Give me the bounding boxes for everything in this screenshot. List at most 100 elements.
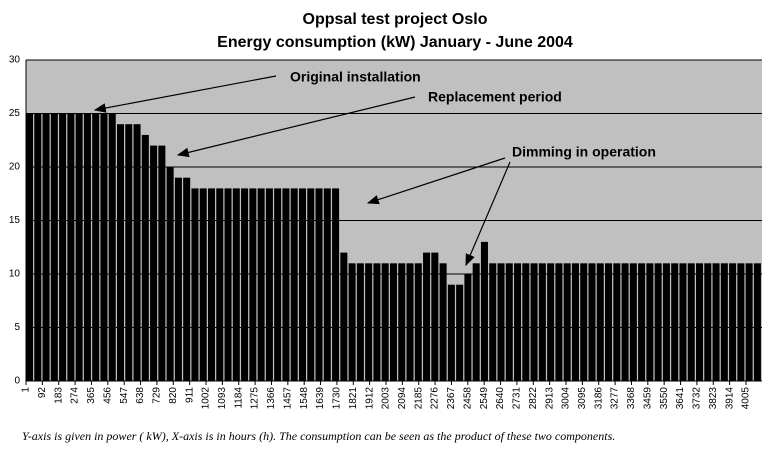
bar [108,113,116,381]
bar [116,124,125,381]
bar [307,188,315,381]
bar [472,263,480,381]
bar [398,263,406,381]
x-tick-label: 3186 [593,387,604,410]
bar [323,188,331,381]
x-tick-label: 2640 [495,387,506,410]
x-tick-label: 638 [135,387,146,404]
bar [191,188,199,381]
bar [745,263,753,381]
bar [753,263,761,381]
bar [439,263,447,381]
chart-subtitle: Energy consumption (kW) January - June 2… [217,34,573,51]
bar [67,113,75,381]
bar [365,263,373,381]
bar [522,263,530,381]
bar [34,113,42,381]
bar [42,113,50,381]
bar [83,113,91,381]
bar [406,263,414,381]
x-tick-label: 2913 [544,387,555,410]
x-tick-label: 3368 [626,387,637,410]
bar [150,145,158,381]
annotation: Dimming in operation [512,144,656,160]
bar [538,263,546,381]
bar [348,263,356,381]
bar [423,252,431,381]
x-tick-label: 1002 [201,387,212,410]
y-tick-label: 15 [9,215,21,226]
bar [489,263,497,381]
bar [505,263,513,381]
bar [290,188,298,381]
x-tick-label: 547 [119,387,130,404]
bar [356,263,364,381]
bar [381,263,389,381]
bar [158,145,166,381]
bar [605,263,613,381]
bar [50,113,58,381]
bar [125,124,133,381]
bar [133,124,141,381]
x-tick-label: 2549 [479,387,490,410]
bar [696,263,704,381]
bar [720,263,728,381]
x-tick-label: 729 [152,387,163,404]
annotation: Replacement period [428,89,562,105]
bar [679,263,687,381]
bar [687,263,695,381]
bar [497,263,505,381]
bar [621,263,629,381]
x-tick-label: 1184 [233,387,244,409]
bar [662,263,670,381]
x-tick-label: 2458 [462,387,473,410]
bar [646,263,654,381]
bar [340,252,348,381]
x-tick-label: 1093 [217,387,228,410]
bar [183,177,191,381]
bar [59,113,67,381]
bar [257,188,265,381]
y-tick-label: 30 [9,55,21,66]
y-tick-label: 25 [9,108,21,119]
x-tick-label: 1548 [299,387,310,410]
bar [332,188,340,381]
bar [712,263,720,381]
bar [638,263,646,381]
bar [26,113,34,381]
bar [100,113,108,381]
bar [555,263,563,381]
bar [671,263,679,381]
x-tick-label: 2185 [413,387,424,410]
x-tick-label: 92 [37,387,48,399]
bar [92,113,100,381]
bar [207,188,216,381]
bar [737,263,745,381]
x-tick-label: 1366 [266,387,277,410]
annotation: Original installation [290,69,421,85]
bar [613,263,621,381]
bar [315,188,323,381]
x-tick-label: 2731 [512,387,523,410]
bar [174,177,182,381]
x-tick-label: 274 [70,387,81,404]
x-tick-label: 2003 [381,387,392,410]
x-tick-label: 1275 [250,387,261,410]
bar [596,263,604,381]
bar [241,188,249,381]
x-tick-label: 2822 [528,387,539,410]
x-tick-label: 2276 [430,387,441,410]
y-tick-label: 5 [14,322,20,333]
bar [265,188,273,381]
x-tick-label: 911 [184,387,195,403]
bar [729,263,737,381]
chart-title: Oppsal test project Oslo [303,11,488,28]
bar [447,284,455,381]
bar [414,263,422,381]
x-tick-label: 3095 [577,387,588,410]
bar [224,188,232,381]
arrow [93,75,277,113]
arrow [465,161,511,267]
x-tick-label: 3550 [659,387,670,410]
